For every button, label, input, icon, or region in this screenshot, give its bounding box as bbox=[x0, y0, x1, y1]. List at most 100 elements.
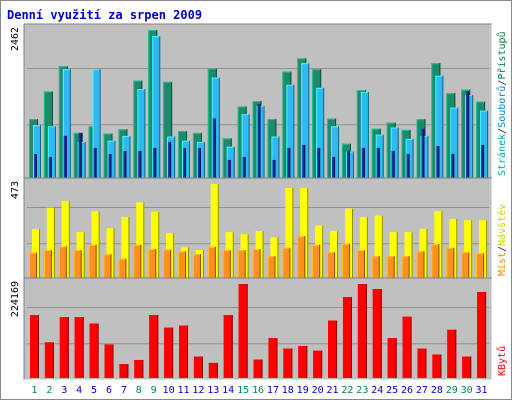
x-tick-label: 30 bbox=[461, 385, 473, 396]
x-tick-label: 3 bbox=[61, 385, 67, 396]
x-tick-label: 13 bbox=[207, 385, 219, 396]
bar-kbytu bbox=[44, 342, 54, 378]
bar-mist bbox=[192, 254, 201, 278]
bar-mist bbox=[446, 247, 455, 278]
bar-mist bbox=[431, 244, 440, 278]
panel-top-bars bbox=[29, 30, 489, 179]
bar-stránek bbox=[466, 91, 470, 178]
x-tick-label: 26 bbox=[401, 385, 413, 396]
bar-stránek bbox=[302, 144, 306, 178]
x-tick-label: 17 bbox=[267, 385, 279, 396]
bar-mist bbox=[222, 250, 231, 278]
x-tick-label: 21 bbox=[326, 385, 338, 396]
legend-entry: Přístupů bbox=[496, 31, 508, 79]
x-tick-label: 7 bbox=[121, 385, 127, 396]
bar-kbytu bbox=[179, 325, 189, 378]
bar-kbytu bbox=[119, 364, 129, 378]
bar-kbytu bbox=[208, 362, 218, 378]
panel-middle-legend: Míst/Návštěv bbox=[496, 204, 508, 276]
bar-kbytu bbox=[89, 323, 99, 378]
bar-stránek bbox=[168, 141, 172, 178]
bar-kbytu bbox=[283, 348, 293, 378]
bar-stránek bbox=[227, 159, 231, 178]
bar-souborů bbox=[271, 136, 280, 178]
bar-kbytu bbox=[164, 327, 174, 378]
x-tick-label: 16 bbox=[252, 385, 264, 396]
bar-mist bbox=[476, 253, 485, 278]
bar-mist bbox=[73, 250, 82, 278]
bar-mist bbox=[416, 251, 425, 278]
bar-mist bbox=[163, 249, 172, 278]
bar-mist bbox=[267, 256, 276, 278]
bar-stránek bbox=[78, 132, 82, 178]
bar-mist bbox=[148, 248, 157, 278]
bar-stránek bbox=[451, 153, 455, 178]
x-tick-label: 31 bbox=[476, 385, 488, 396]
legend-entry: / bbox=[497, 246, 508, 252]
bar-stránek bbox=[257, 104, 261, 178]
bar-kbytu bbox=[372, 289, 382, 378]
panel-bottom-legend: KBytů bbox=[496, 346, 508, 376]
bar-stránek bbox=[183, 147, 187, 178]
panel-bottom: 224169 KBytů bbox=[10, 277, 508, 381]
bar-kbytu bbox=[238, 284, 248, 378]
legend-entry: / bbox=[497, 80, 508, 86]
bar-stránek bbox=[287, 147, 291, 178]
bar-kbytu bbox=[357, 284, 367, 378]
bar-stránek bbox=[406, 153, 410, 178]
bar-mist bbox=[282, 247, 291, 278]
bar-souborů bbox=[450, 107, 459, 178]
bar-stránek bbox=[34, 153, 37, 178]
x-tick-label: 29 bbox=[446, 385, 458, 396]
bar-mist bbox=[297, 236, 306, 278]
bar-souborů bbox=[301, 63, 310, 178]
bar-kbytu bbox=[462, 356, 472, 378]
x-tick-label: 25 bbox=[386, 385, 398, 396]
bar-stránek bbox=[436, 146, 440, 178]
x-tick-label: 6 bbox=[106, 385, 112, 396]
legend-entry: Stránek bbox=[496, 134, 508, 176]
bar-souborů bbox=[480, 110, 489, 178]
x-tick-label: 12 bbox=[192, 385, 204, 396]
x-tick-label: 22 bbox=[341, 385, 353, 396]
panel-middle-bars bbox=[29, 184, 488, 278]
x-tick-label: 10 bbox=[163, 385, 175, 396]
bar-kbytu bbox=[313, 350, 323, 378]
bar-kbytu bbox=[149, 315, 159, 378]
bar-souborů bbox=[92, 69, 101, 178]
x-tick-label: 4 bbox=[76, 385, 82, 396]
bar-mist bbox=[327, 252, 336, 278]
bar-stránek bbox=[212, 118, 216, 178]
x-tick-label: 27 bbox=[416, 385, 428, 396]
bar-stránek bbox=[361, 147, 365, 178]
y-max-label: 224169 bbox=[10, 281, 21, 317]
bar-kbytu bbox=[342, 297, 352, 378]
bar-stránek bbox=[481, 144, 485, 178]
bar-mist bbox=[118, 258, 127, 278]
legend-entry: Návštěv bbox=[496, 204, 508, 246]
bar-mist bbox=[237, 250, 246, 278]
bar-mist bbox=[43, 250, 52, 278]
bar-souborů bbox=[360, 92, 369, 178]
bar-kbytu bbox=[134, 359, 144, 378]
bar-stránek bbox=[272, 159, 276, 178]
bar-mist bbox=[356, 250, 365, 278]
y-max-label: 2462 bbox=[10, 27, 21, 51]
bar-mist bbox=[133, 244, 142, 278]
bar-kbytu bbox=[74, 317, 84, 378]
x-axis: 1 2 3 4 5 6 7 8 9 10 11 12 13 14 15 16 17 18 19 20 21 22 23 24 2… bbox=[31, 385, 487, 396]
bar-stránek bbox=[317, 147, 321, 178]
bar-stránek bbox=[197, 147, 201, 178]
panel-bottom-bars bbox=[30, 284, 487, 378]
bar-souborů bbox=[62, 69, 71, 178]
legend-entry: KBytů bbox=[496, 346, 508, 376]
bar-mist bbox=[58, 246, 67, 278]
bar-souborů bbox=[241, 114, 250, 178]
x-tick-label: 9 bbox=[151, 385, 157, 396]
bar-stránek bbox=[108, 153, 112, 178]
bar-stránek bbox=[346, 150, 350, 178]
bar-stránek bbox=[138, 150, 142, 178]
x-tick-label: 28 bbox=[431, 385, 443, 396]
panel-middle: 473 Míst/Návštěv bbox=[10, 177, 508, 281]
